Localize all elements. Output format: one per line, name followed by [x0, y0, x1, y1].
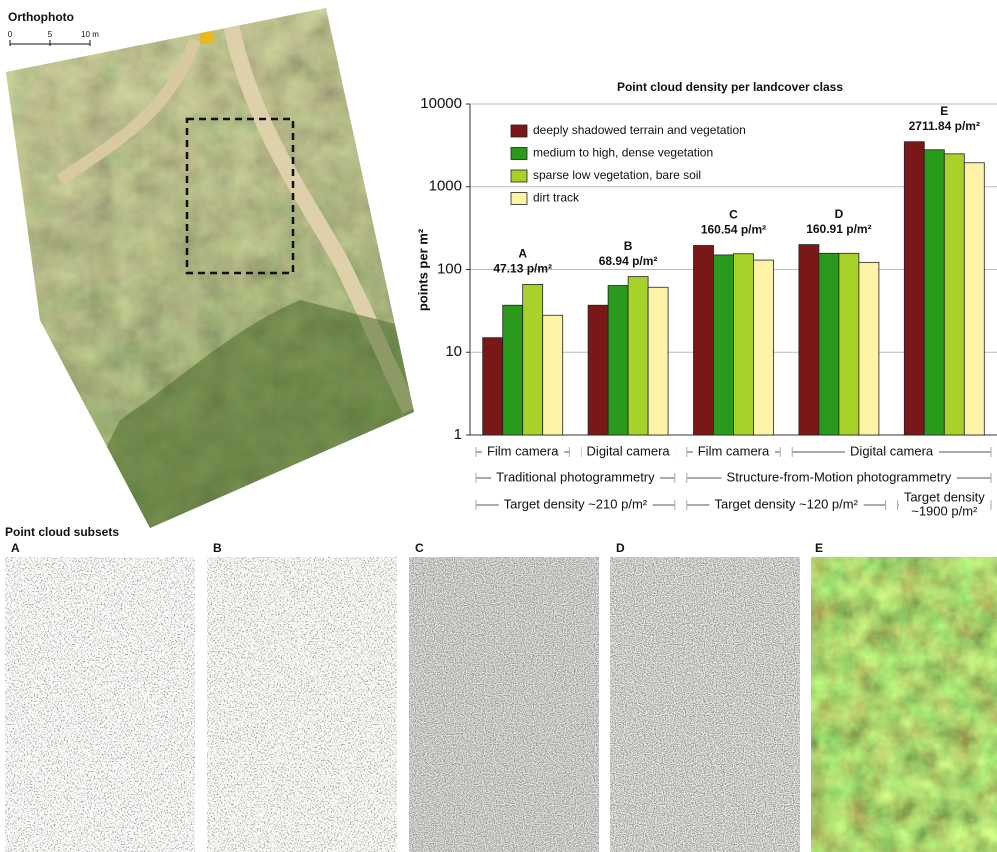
y-tick-label: 10 — [445, 343, 462, 360]
bar — [964, 163, 984, 435]
subset-texture — [409, 557, 599, 852]
group-letter: D — [835, 207, 844, 221]
bar — [483, 338, 503, 435]
group-letter: B — [624, 239, 633, 253]
tier-label: Digital camera — [587, 443, 671, 458]
bar — [648, 287, 668, 435]
scale-label: 10 m — [81, 30, 99, 39]
y-tick-label: 1000 — [429, 178, 462, 195]
group-letter: A — [518, 247, 527, 261]
tier-label: Film camera — [487, 443, 559, 458]
legend-swatch — [511, 193, 527, 205]
bar — [944, 154, 964, 435]
subset-texture — [207, 557, 397, 852]
bar — [839, 253, 859, 435]
legend-label: dirt track — [533, 191, 580, 205]
subset-letter: C — [415, 541, 424, 555]
subset-texture — [5, 557, 195, 852]
tier-label: Structure-from-Motion photogrammetry — [727, 469, 952, 484]
group-density: 160.91 p/m² — [806, 222, 871, 236]
tier-label: Target density ~120 p/m² — [714, 496, 858, 511]
tier-label: Digital camera — [850, 443, 934, 458]
scale-label: 0 — [8, 30, 13, 39]
subset-texture — [811, 557, 997, 852]
legend-label: sparse low vegetation, bare soil — [533, 168, 701, 182]
subsets-title: Point cloud subsets — [5, 525, 119, 539]
group-letter: E — [940, 104, 948, 118]
scale-label: 5 — [48, 30, 53, 39]
chart-title: Point cloud density per landcover class — [617, 80, 843, 94]
bar — [819, 253, 839, 435]
bar — [523, 284, 543, 435]
bar — [799, 245, 819, 435]
subset-letter: E — [815, 541, 823, 555]
group-density: 68.94 p/m² — [599, 254, 658, 268]
bar — [503, 305, 523, 435]
group-density: 2711.84 p/m² — [909, 119, 980, 133]
tier-label: Film camera — [698, 443, 770, 458]
group-density: 160.54 p/m² — [701, 223, 766, 237]
legend-label: medium to high, dense vegetation — [533, 146, 713, 160]
subset-letter: D — [616, 541, 625, 555]
bar — [714, 255, 734, 435]
bar — [628, 277, 648, 435]
subset-texture — [610, 557, 800, 852]
group-density: 47.13 p/m² — [493, 262, 552, 276]
y-tick-label: 100 — [437, 260, 462, 277]
bar — [904, 142, 924, 435]
legend-swatch — [511, 125, 527, 137]
y-axis-label: points per m² — [415, 228, 430, 311]
bar — [588, 305, 608, 435]
bar — [924, 150, 944, 435]
bar — [754, 260, 774, 435]
bar — [859, 262, 879, 435]
ortho-title: Orthophoto — [8, 10, 74, 24]
bar — [734, 254, 754, 435]
legend-swatch — [511, 148, 527, 160]
legend-swatch — [511, 170, 527, 182]
subset-letter: B — [213, 541, 222, 555]
tier-label: Target density ~210 p/m² — [504, 496, 648, 511]
bar — [694, 245, 714, 435]
legend-label: deeply shadowed terrain and vegetation — [533, 123, 746, 137]
vehicle — [200, 28, 214, 44]
bar — [608, 286, 628, 435]
y-tick-label: 1 — [454, 426, 462, 443]
tier-label: Traditional photogrammetry — [496, 469, 655, 484]
tier-label: Target density — [904, 489, 985, 504]
tier-label: ~1900 p/m² — [911, 503, 978, 518]
bar — [543, 315, 563, 435]
chart: Point cloud density per landcover class … — [415, 80, 997, 518]
orthophoto: Orthophoto 0 5 10 m — [0, 8, 420, 540]
subsets: Point cloud subsets A B C D E — [5, 525, 997, 852]
group-letter: C — [729, 208, 738, 222]
figure: Orthophoto 0 5 10 m Point cloud density … — [0, 0, 997, 852]
subset-letter: A — [11, 541, 20, 555]
y-tick-label: 10000 — [420, 95, 462, 112]
